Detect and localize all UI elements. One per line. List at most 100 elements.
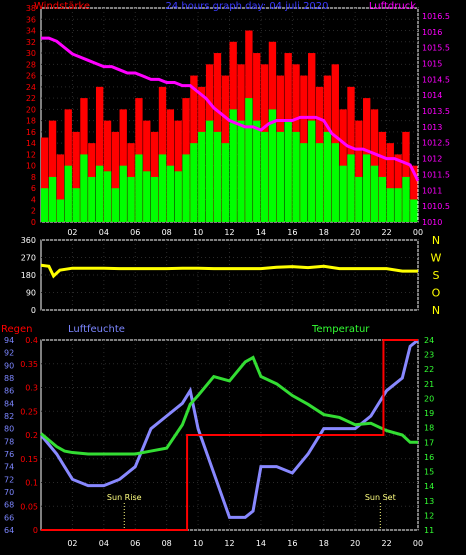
wind-bar [205,120,214,222]
x-tick-label: 16 [287,539,297,548]
temperature-tick-label: 20 [424,394,434,403]
compass-label: N [432,234,440,247]
wind-bar [276,131,284,222]
rain-ticks: 0 0.05 0.1 0.15 0.2 0.25 0.3 0.35 0.4 [20,336,38,535]
pressure-axis-title: Luftdruck [369,1,416,12]
wind-bar [323,131,332,222]
compass-label: N [432,304,440,317]
humidity-tick-label: 88 [4,374,14,383]
gust-bar [95,86,104,222]
rain-axis-title: Regen [1,324,33,335]
pressure-right-ticks: 1010 1010.5 1011 1011.5 1012 1012.5 1013 1013.5… [422,12,450,227]
gust-bar [48,120,57,222]
gust-bar [410,165,418,222]
direction-tick-label: 180 [21,271,36,280]
gust-bar [41,137,49,222]
x-tick-label: 18 [319,539,329,548]
x-tick-label: 14 [256,539,266,548]
pressure-tick-label: 1011 [422,186,442,195]
wind-bar [221,143,229,222]
wind-tick-label: 12 [26,150,36,159]
wind-bar [237,120,245,222]
x-tick-label: 16 [287,228,297,237]
direction-tick-label: 0 [31,306,36,315]
x-tick-label: 08 [162,539,172,548]
pressure-tick-label: 1012 [422,155,442,164]
wind-bar [158,154,167,222]
direction-tick-label: 90 [26,289,36,298]
wind-bar [245,98,253,222]
x-tick-label: 22 [381,539,391,548]
wind-bar [394,188,402,222]
temperature-tick-label: 16 [424,453,434,462]
wind-bar [174,171,182,222]
humidity-tick-label: 72 [4,475,14,484]
pressure-tick-label: 1015.5 [422,44,450,53]
x-tick-label: 22 [381,228,391,237]
pressure-tick-label: 1010.5 [422,202,450,211]
humidity-tick-label: 66 [4,513,14,522]
wind-bar [119,165,127,222]
wind-tick-label: 26 [26,72,36,81]
humidity-tick-label: 78 [4,437,14,446]
humidity-tick-label: 74 [4,463,14,472]
gust-bar [150,131,159,222]
rain-tick-label: 0 [33,526,38,535]
pressure-tick-label: 1016.5 [422,12,450,21]
sun-rise-label: Sun Rise [107,493,142,502]
pressure-tick-label: 1012.5 [422,139,450,148]
temperature-tick-label: 21 [424,380,434,389]
compass-label: O [432,287,441,300]
x-tick-label: 04 [99,228,109,237]
wind-bar [88,176,96,222]
climate-x-ticks: 02 04 06 08 10 12 14 16 18 20 22 00 [67,539,423,548]
gust-bar [386,143,394,222]
wind-x-ticks: 02 04 06 08 10 12 14 16 18 20 22 00 [67,228,423,237]
wind-bar [229,109,237,222]
x-tick-label: 14 [256,228,266,237]
x-tick-label: 10 [193,539,203,548]
x-tick-label: 02 [67,539,77,548]
humidity-tick-label: 68 [4,501,14,510]
gust-bar [111,131,120,222]
wind-series [41,98,418,222]
temperature-tick-label: 18 [424,424,434,433]
temperature-tick-label: 15 [424,468,434,477]
wind-tick-label: 10 [26,162,36,171]
wind-bar [64,165,72,222]
compass-label: S [433,269,440,282]
x-tick-label: 20 [350,539,360,548]
wind-bar [363,154,371,222]
x-tick-label: 02 [67,228,77,237]
wind-bar [268,109,277,222]
wind-bar [410,199,418,222]
gust-bar [378,131,387,222]
temperature-tick-label: 19 [424,409,434,418]
wind-bar [111,188,120,222]
wind-bar [347,154,355,222]
humidity-tick-label: 82 [4,412,14,421]
wind-tick-label: 20 [26,105,36,114]
wind-tick-label: 30 [26,49,36,58]
rain-tick-label: 0.2 [25,431,38,440]
wind-bar [150,176,159,222]
wind-tick-label: 34 [26,27,36,36]
pressure-tick-label: 1014 [422,91,442,100]
humidity-tick-label: 92 [4,349,14,358]
wind-bar [198,131,206,222]
wind-tick-label: 0 [31,218,36,227]
temperature-tick-label: 12 [424,511,434,520]
pressure-tick-label: 1010 [422,218,442,227]
wind-tick-label: 14 [26,139,36,148]
x-tick-label: 00 [413,539,423,548]
x-tick-label: 20 [350,228,360,237]
pressure-tick-label: 1014.5 [422,75,450,84]
wind-bar [190,143,198,222]
humidity-tick-label: 76 [4,450,14,459]
rain-tick-label: 0.25 [20,407,38,416]
sun-markers: Sun Rise Sun Set [107,493,396,530]
wind-bar [284,120,292,222]
wind-bar [308,120,316,222]
